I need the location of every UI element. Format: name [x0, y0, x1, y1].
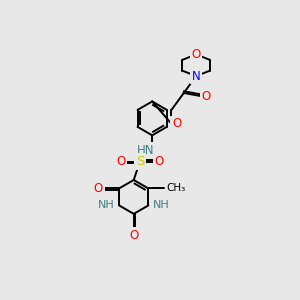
Text: O: O [172, 117, 182, 130]
Text: O: O [202, 90, 211, 103]
Text: CH₃: CH₃ [166, 184, 185, 194]
Text: O: O [116, 155, 125, 168]
Text: O: O [154, 155, 164, 168]
Text: O: O [94, 182, 103, 195]
Text: S: S [136, 155, 144, 168]
Text: O: O [129, 229, 138, 242]
Text: NH: NH [98, 200, 114, 210]
Text: N: N [192, 70, 200, 83]
Text: HN: HN [137, 144, 155, 157]
Text: NH: NH [153, 200, 170, 210]
Text: O: O [191, 48, 201, 61]
